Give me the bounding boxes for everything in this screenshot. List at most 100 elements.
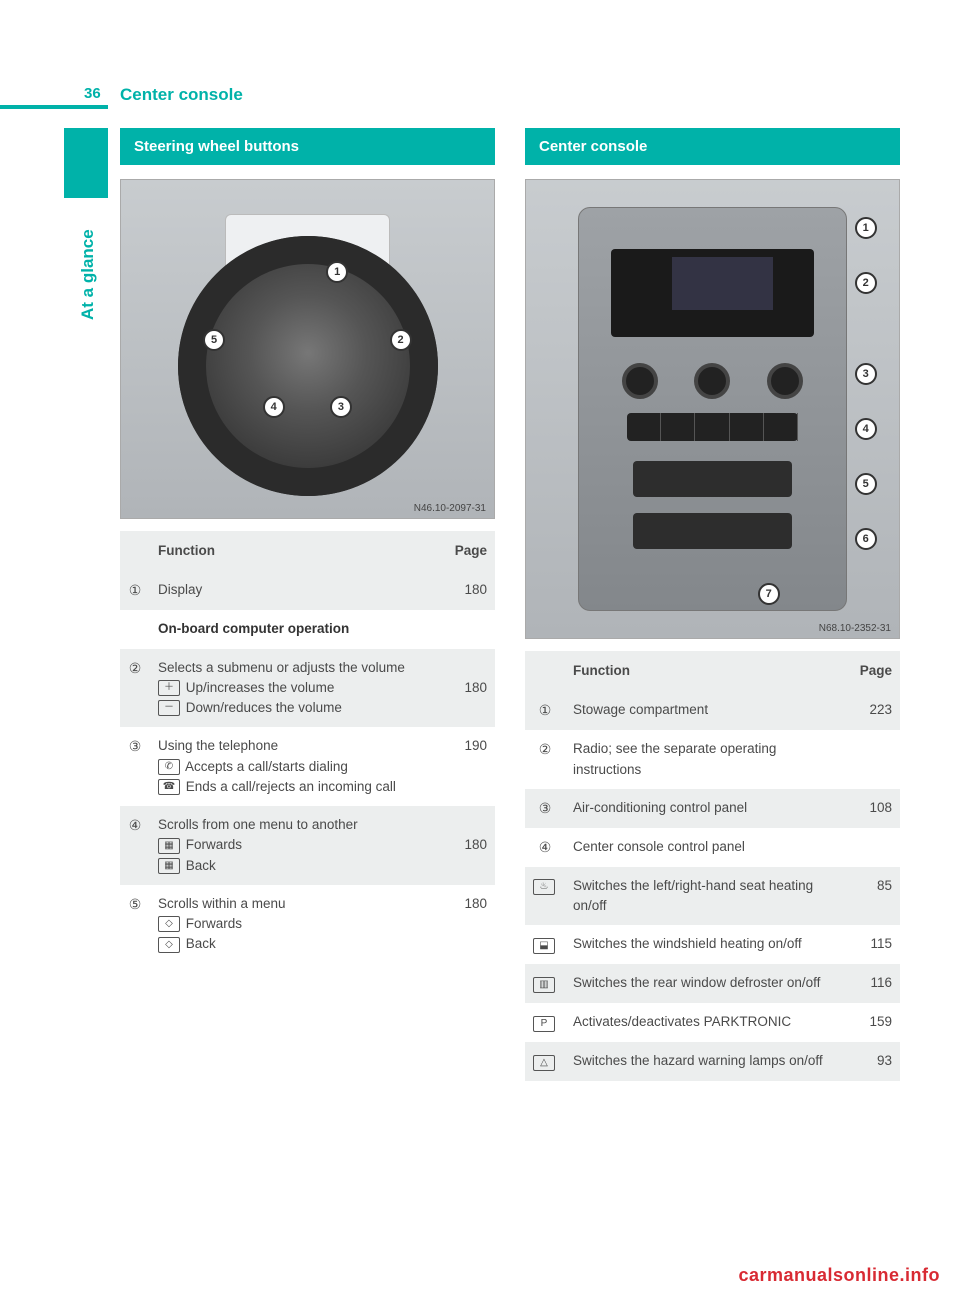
- row-page: 85: [846, 867, 900, 926]
- steering-wheel-illustration: [178, 236, 438, 496]
- row-function: Air-conditioning control panel: [565, 789, 846, 828]
- col-page: Page: [441, 531, 495, 571]
- stowage-lower: [633, 513, 793, 549]
- row-marker: ①: [120, 571, 150, 610]
- table-row: ①Display180: [120, 571, 495, 610]
- row-function: On-board computer operation: [150, 610, 441, 648]
- table-row: ⬓Switches the windshield heating on/off1…: [525, 925, 900, 964]
- row-marker: ⑤: [120, 885, 150, 964]
- row-marker: ③: [120, 727, 150, 806]
- row-marker: ②: [525, 730, 565, 789]
- callout-2: 2: [390, 329, 412, 351]
- callout-1: 1: [855, 217, 877, 239]
- row-function: Center console control panel: [565, 828, 846, 867]
- left-heading: Steering wheel buttons: [120, 128, 495, 165]
- row-page: 180: [441, 806, 495, 885]
- table-row: ③Using the telephone✆ Accepts a call/sta…: [120, 727, 495, 806]
- table-row: ④Scrolls from one menu to another▦ Forwa…: [120, 806, 495, 885]
- thumb-tab: [64, 128, 108, 198]
- stowage-upper: [633, 461, 793, 497]
- row-function: Switches the windshield heating on/off: [565, 925, 846, 964]
- row-page: [441, 610, 495, 648]
- row-page: 223: [846, 691, 900, 730]
- col-function: Function: [150, 531, 441, 571]
- row-page: [846, 730, 900, 789]
- table-row: △Switches the hazard warning lamps on/of…: [525, 1042, 900, 1081]
- right-function-table: Function Page ①Stowage compartment223②Ra…: [525, 651, 900, 1081]
- head-unit-screen: [672, 257, 773, 310]
- table-row: On-board computer operation: [120, 610, 495, 648]
- section-side-label: At a glance: [78, 229, 98, 320]
- table-row: ▥Switches the rear window defroster on/o…: [525, 964, 900, 1003]
- row-page: [846, 828, 900, 867]
- callout-4: 4: [263, 396, 285, 418]
- row-marker: ②: [120, 649, 150, 728]
- row-page: 180: [441, 571, 495, 610]
- table-row: ♨Switches the left/right-hand seat heati…: [525, 867, 900, 926]
- table-row: ③Air-conditioning control panel108: [525, 789, 900, 828]
- row-function: Using the telephone✆ Accepts a call/star…: [150, 727, 441, 806]
- row-page: 115: [846, 925, 900, 964]
- row-function: Display: [150, 571, 441, 610]
- row-function: Scrolls from one menu to another▦ Forwar…: [150, 806, 441, 885]
- knob: [622, 363, 658, 399]
- callout-3: 3: [855, 363, 877, 385]
- row-marker: [120, 610, 150, 648]
- col-marker: [120, 531, 150, 571]
- row-function: Switches the hazard warning lamps on/off: [565, 1042, 846, 1081]
- table-row: ①Stowage compartment223: [525, 691, 900, 730]
- row-function: Stowage compartment: [565, 691, 846, 730]
- row-function: Activates/deactivates PARKTRONIC: [565, 1003, 846, 1042]
- table-row: ⑤Scrolls within a menu◇ Forwards◇ Back18…: [120, 885, 495, 964]
- row-page: 159: [846, 1003, 900, 1042]
- row-page: 93: [846, 1042, 900, 1081]
- col-function: Function: [565, 651, 846, 691]
- callout-4: 4: [855, 418, 877, 440]
- table-row: ④Center console control panel: [525, 828, 900, 867]
- climate-knobs: [622, 361, 803, 401]
- right-table-body: ①Stowage compartment223②Radio; see the s…: [525, 691, 900, 1081]
- figure-id-right: N68.10-2352-31: [819, 623, 891, 634]
- head-unit-illustration: [611, 249, 814, 337]
- row-page: 190: [441, 727, 495, 806]
- row-marker: ③: [525, 789, 565, 828]
- callout-5: 5: [855, 473, 877, 495]
- callout-6: 6: [855, 528, 877, 550]
- row-function: Radio; see the separate operating instru…: [565, 730, 846, 789]
- knob: [767, 363, 803, 399]
- col-marker: [525, 651, 565, 691]
- page-title: Center console: [120, 85, 243, 105]
- row-marker: ⬓: [525, 925, 565, 964]
- watermark: carmanualsonline.info: [738, 1265, 940, 1286]
- table-row: PActivates/deactivates PARKTRONIC159: [525, 1003, 900, 1042]
- left-function-table: Function Page ①Display180On-board comput…: [120, 531, 495, 964]
- button-strip: [627, 413, 798, 441]
- row-function: Selects a submenu or adjusts the volume＋…: [150, 649, 441, 728]
- row-marker: △: [525, 1042, 565, 1081]
- left-table-body: ①Display180On-board computer operation②S…: [120, 571, 495, 963]
- row-function: Scrolls within a menu◇ Forwards◇ Back: [150, 885, 441, 964]
- table-row: ②Radio; see the separate operating instr…: [525, 730, 900, 789]
- row-marker: ①: [525, 691, 565, 730]
- row-page: 180: [441, 885, 495, 964]
- callout-7: 7: [758, 583, 780, 605]
- row-marker: ▥: [525, 964, 565, 1003]
- row-function: Switches the rear window defroster on/of…: [565, 964, 846, 1003]
- row-page: 116: [846, 964, 900, 1003]
- left-column: Steering wheel buttons 1 2 3 4 5 N46.10-…: [120, 128, 495, 1081]
- table-row: ②Selects a submenu or adjusts the volume…: [120, 649, 495, 728]
- row-page: 108: [846, 789, 900, 828]
- console-panel-illustration: [578, 207, 847, 610]
- right-column: Center console 1 2 3 4 5: [525, 128, 900, 1081]
- figure-id-left: N46.10-2097-31: [414, 503, 486, 514]
- header-rule: [0, 105, 108, 109]
- right-heading: Center console: [525, 128, 900, 165]
- callout-2: 2: [855, 272, 877, 294]
- row-marker: ④: [525, 828, 565, 867]
- steering-wheel-figure: 1 2 3 4 5 N46.10-2097-31: [120, 179, 495, 519]
- row-marker: P: [525, 1003, 565, 1042]
- row-marker: ♨: [525, 867, 565, 926]
- row-page: 180: [441, 649, 495, 728]
- row-marker: ④: [120, 806, 150, 885]
- col-page: Page: [846, 651, 900, 691]
